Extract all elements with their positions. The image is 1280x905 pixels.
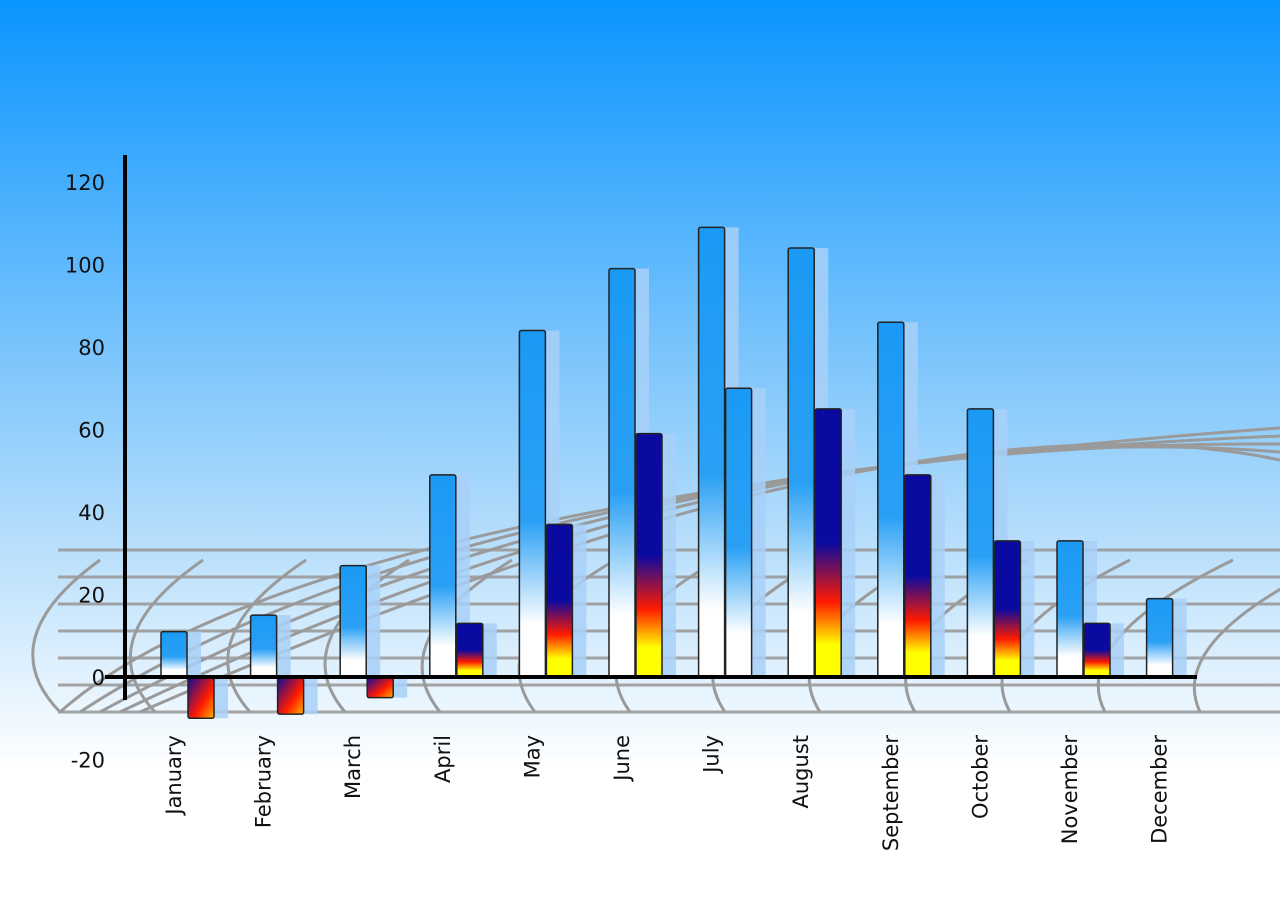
y-tick-label: 100 (65, 254, 105, 278)
y-tick-label: 0 (92, 666, 105, 690)
bar-may-series2 (545, 523, 574, 678)
bar-march-series2 (366, 676, 394, 699)
bar-january-series1 (160, 630, 188, 678)
bar-february-series2 (276, 676, 305, 715)
x-tick-label: December (1148, 735, 1172, 844)
x-tick-label: November (1058, 735, 1082, 845)
bar-august-series2 (814, 408, 842, 678)
bar-june-series1 (608, 267, 636, 678)
bar-april-series2 (456, 622, 484, 678)
bar-february-series1 (249, 614, 278, 678)
x-tick-label: July (700, 735, 724, 775)
x-tick-label: January (162, 735, 186, 817)
bar-july-series1 (697, 226, 726, 678)
y-tick-label: -20 (71, 749, 105, 773)
bar-november-series2 (1083, 622, 1111, 678)
x-tick-label: September (879, 735, 903, 851)
bar-march-series1 (339, 564, 367, 678)
x-tick-label: August (789, 735, 813, 809)
y-tick-label: 120 (65, 171, 105, 195)
bar-september-series1 (877, 321, 905, 678)
x-tick-label: April (431, 735, 455, 783)
bar-april-series1 (429, 474, 457, 678)
bar-september-series2 (904, 474, 932, 678)
bar-january-series2 (187, 676, 215, 719)
bar-november-series1 (1056, 540, 1084, 678)
x-tick-label: March (341, 735, 365, 799)
bar-june-series2 (635, 432, 663, 678)
bar-july-series2 (724, 387, 753, 678)
x-tick-label: February (252, 735, 276, 828)
x-tick-label: June (610, 735, 634, 783)
bar-december-series1 (1145, 597, 1174, 678)
bar-october-series1 (966, 408, 995, 678)
y-tick-label: 80 (78, 336, 105, 360)
bar-may-series1 (518, 329, 547, 678)
bar-october-series2 (993, 540, 1022, 678)
x-tick-label: October (968, 735, 992, 819)
y-tick-label: 60 (78, 419, 105, 443)
y-tick-label: 40 (78, 501, 105, 525)
y-tick-label: 20 (78, 584, 105, 608)
x-tick-label: May (520, 735, 544, 778)
bar-august-series1 (787, 247, 815, 678)
